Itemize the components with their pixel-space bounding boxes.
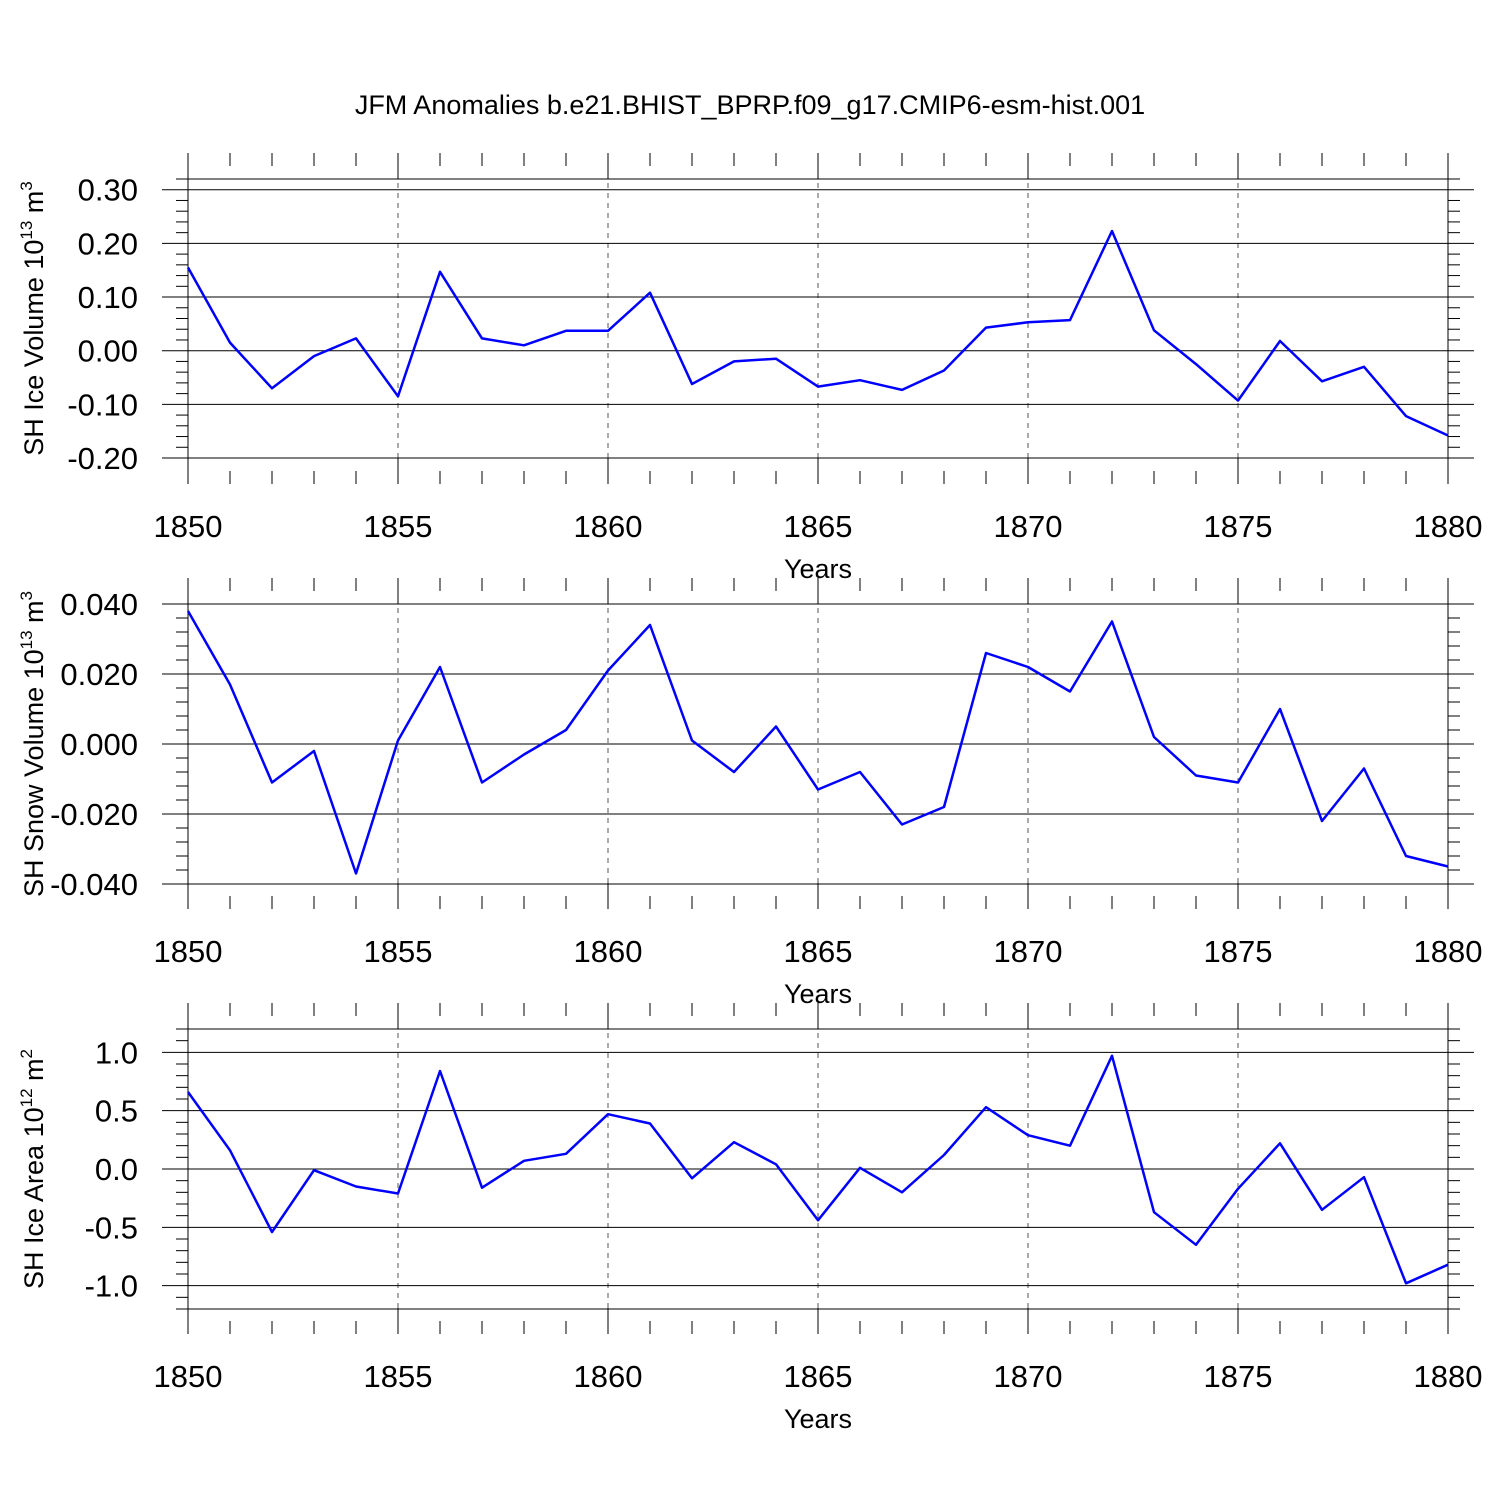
y-tick-label: 0.020 [60, 657, 138, 692]
y-tick-label: 0.0 [95, 1152, 138, 1187]
y-tick-label: -0.5 [85, 1210, 138, 1245]
y-tick-label: 1.0 [95, 1035, 138, 1070]
y-label-text: SH Ice Volume 10 [19, 240, 49, 456]
y-label-unit: m [19, 191, 49, 221]
y-label-exponent: 13 [17, 630, 36, 649]
x-tick-label: 1880 [1414, 934, 1483, 969]
y-label-unit: m [19, 600, 49, 630]
series-line [186, 229, 1449, 437]
y-label-unit: m [19, 1058, 49, 1088]
y-label-text: SH Snow Volume 10 [19, 649, 49, 897]
panel-1: -0.20 -0.10 0.00 0.10 0.20 0.30 1850 1855 1860 18… [17, 153, 1482, 584]
x-axis-label: Years [784, 1404, 852, 1434]
x-tick-label: 1875 [1204, 934, 1273, 969]
panel-2: -0.040 -0.020 0.000 0.020 0.040 1850 1855 1860 1… [17, 578, 1482, 1009]
x-tick-label: 1850 [154, 509, 223, 544]
y-label-exponent: 13 [17, 221, 36, 240]
y-tick-label: -1.0 [85, 1269, 138, 1304]
x-tick-label: 1855 [364, 509, 433, 544]
y-axis-label: SH Snow Volume 1013 m3 [17, 591, 49, 897]
y-tick-label: -0.040 [50, 867, 138, 902]
panel-3: -1.0 -0.5 0.0 0.5 1.0 1850 1855 1860 1865 1870 187… [17, 1003, 1482, 1434]
y-tick-label: -0.10 [67, 387, 138, 422]
y-label-unit-exponent: 2 [17, 1049, 36, 1058]
x-tick-label: 1860 [574, 509, 643, 544]
x-tick-label: 1865 [784, 509, 853, 544]
series-line [186, 1054, 1449, 1285]
y-tick-label: 0.040 [60, 587, 138, 622]
x-tick-label: 1855 [364, 934, 433, 969]
y-axis-label: SH Ice Volume 1013 m3 [17, 181, 49, 456]
panels: -0.20 -0.10 0.00 0.10 0.20 0.30 1850 1855 1860 18… [17, 153, 1482, 1434]
y-label-unit-exponent: 3 [17, 181, 36, 190]
x-tick-label: 1865 [784, 1359, 853, 1394]
series-line [186, 610, 1449, 875]
y-label-unit-exponent: 3 [17, 591, 36, 600]
y-tick-label: -0.020 [50, 797, 138, 832]
x-tick-label: 1850 [154, 934, 223, 969]
x-tick-label: 1870 [994, 509, 1063, 544]
y-tick-label: 0.5 [95, 1094, 138, 1129]
x-tick-label: 1865 [784, 934, 853, 969]
y-label-exponent: 12 [17, 1088, 36, 1107]
x-tick-label: 1880 [1414, 1359, 1483, 1394]
y-tick-label: -0.20 [67, 441, 138, 476]
y-tick-label: 0.10 [78, 280, 138, 315]
x-tick-label: 1860 [574, 934, 643, 969]
x-tick-label: 1870 [994, 934, 1063, 969]
y-tick-label: 0.30 [78, 173, 138, 208]
x-tick-label: 1850 [154, 1359, 223, 1394]
y-tick-label: 0.20 [78, 226, 138, 261]
chart-title: JFM Anomalies b.e21.BHIST_BPRP.f09_g17.C… [355, 90, 1145, 120]
y-tick-label: 0.00 [78, 334, 138, 369]
x-tick-label: 1875 [1204, 509, 1273, 544]
y-label-text: SH Ice Area 10 [19, 1107, 49, 1289]
x-tick-label: 1880 [1414, 509, 1483, 544]
x-tick-label: 1860 [574, 1359, 643, 1394]
x-tick-label: 1870 [994, 1359, 1063, 1394]
y-axis-label: SH Ice Area 1012 m2 [17, 1049, 49, 1289]
x-tick-label: 1875 [1204, 1359, 1273, 1394]
x-tick-label: 1855 [364, 1359, 433, 1394]
y-tick-label: 0.000 [60, 727, 138, 762]
